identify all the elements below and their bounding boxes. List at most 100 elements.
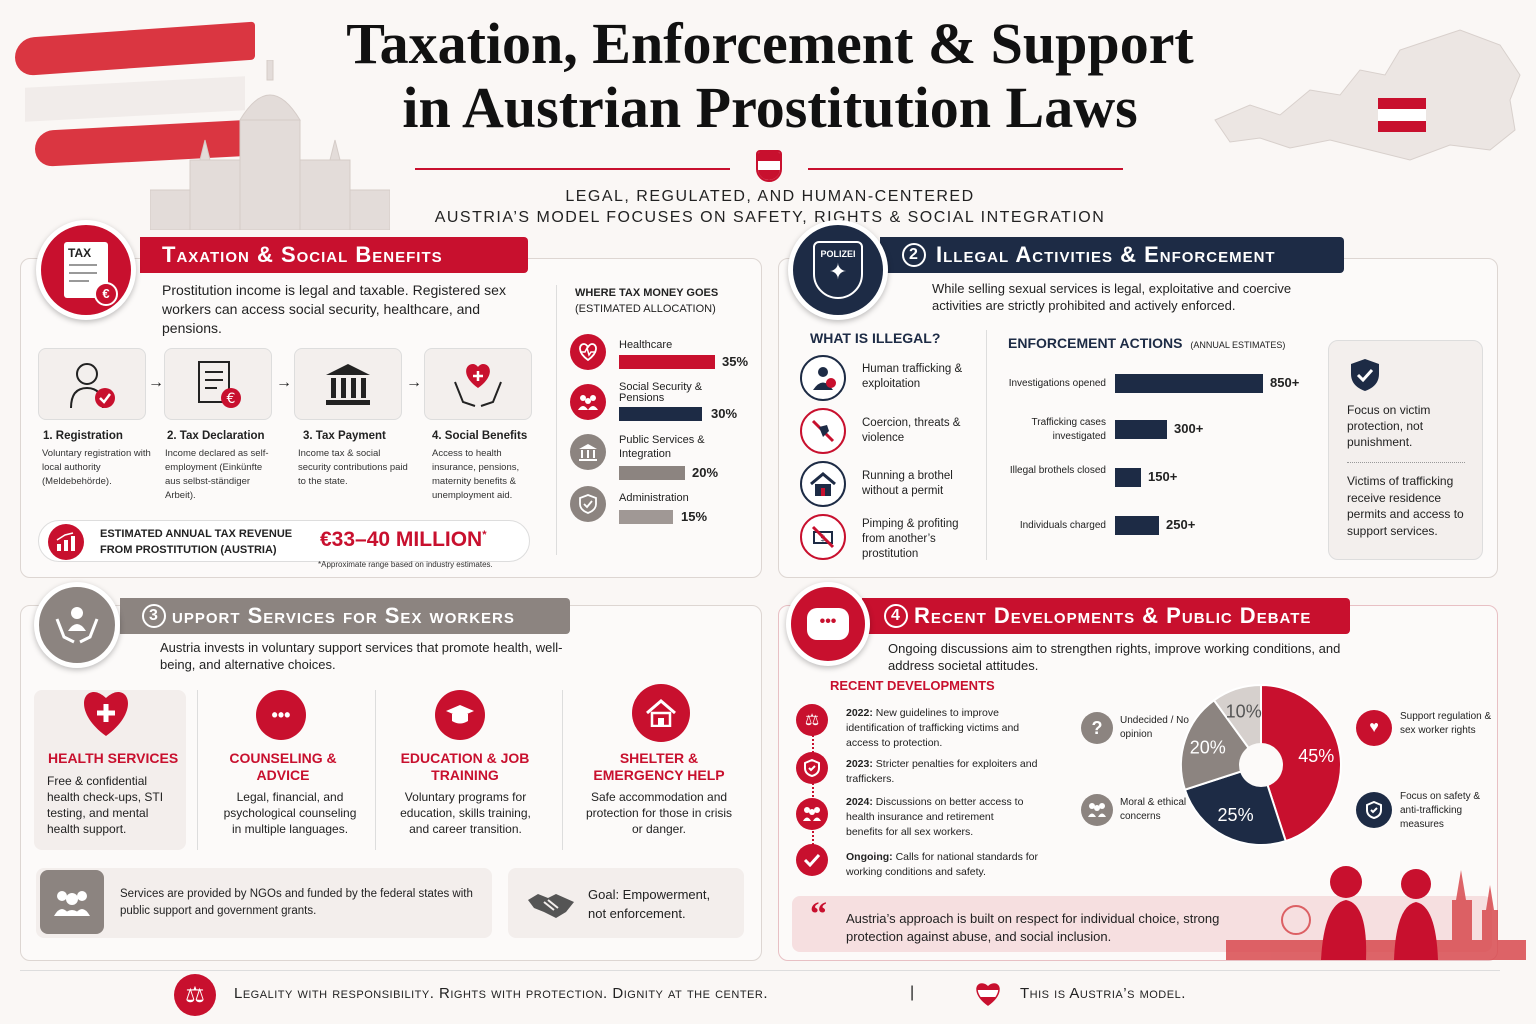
support-intro: Austria invests in voluntary support ser…: [160, 640, 563, 672]
dev-1-year: 2022:: [846, 707, 873, 719]
handshake-icon: [526, 888, 576, 925]
footer-left-text: Legality with responsibility. Rights wit…: [234, 985, 769, 1002]
step-declaration-card: €: [164, 348, 272, 420]
allocation-subtitle: (ESTIMATED ALLOCATION): [575, 303, 716, 315]
check-icon: [796, 844, 828, 876]
legend-safety: Focus on safety & anti-trafficking measu…: [1400, 791, 1481, 830]
heartbeat-icon: [570, 334, 606, 370]
opinion-pie-chart: 45% 25% 20%10%: [1180, 683, 1342, 846]
enforcement-intro: While selling sexual services is legal, …: [932, 281, 1292, 313]
victim-note-divider: [1347, 462, 1465, 463]
shelter-title: SHELTER & EMERGENCY HELP: [593, 750, 725, 783]
people-icon: [570, 384, 606, 420]
victim-note-1: Focus on victim protection, not punishme…: [1347, 403, 1431, 449]
step-arrow-2: →: [276, 374, 292, 391]
support-title-banner: 3 upport Services for Sex workers: [120, 598, 570, 634]
card-divider-3: [562, 690, 563, 850]
ngo-note: Services are provided by NGOs and funded…: [120, 888, 473, 917]
shelter-desc: Safe accommodation and protection for th…: [585, 790, 733, 836]
education-title: EDUCATION & JOB TRAINING: [400, 750, 530, 783]
footer-scales-icon: ⚖: [174, 974, 216, 1016]
enforcement-title: Illegal Activities & Enforcement: [936, 242, 1276, 267]
pie-slice: [1260, 683, 1342, 843]
no-money-icon: $: [800, 514, 846, 560]
alloc-2-label: Social Security & Pensions: [619, 381, 703, 404]
step-2-title: 2. Tax Declaration: [167, 430, 265, 442]
alloc-2-value: 30%: [711, 406, 738, 421]
education-card: EDUCATION & JOB TRAINING Voluntary progr…: [383, 690, 548, 850]
pie-value-label: 45%: [1298, 746, 1334, 766]
revenue-label: ESTIMATED ANNUAL TAX REVENUE FROM PROSTI…: [100, 528, 293, 556]
counseling-desc: Legal, financial, and psychological coun…: [223, 790, 357, 836]
police-badge-text: POLIZEI: [820, 249, 856, 259]
pie-value-label: 20%: [1190, 738, 1226, 758]
home-icon: [632, 684, 690, 742]
shield-icon: [796, 752, 828, 784]
austria-map-icon: [1214, 29, 1521, 161]
card-divider-1: [197, 690, 198, 850]
alloc-1-label: Healthcare: [619, 339, 673, 351]
title-divider-right: [808, 168, 1123, 170]
illegal-2-label: Coercion, threats & violence: [862, 417, 961, 444]
heart-cross-icon: [78, 686, 134, 743]
subtitle-line2: AUSTRIA’S MODEL FOCUSES ON SAFETY, RIGHT…: [434, 209, 1106, 226]
quote-text: Austria’s approach is built on respect f…: [846, 911, 1220, 944]
footer-divider: [20, 970, 1500, 971]
enforcement-divider: [986, 330, 987, 560]
heart-bubble-icon: ♥: [1356, 710, 1392, 746]
timeline-line: [812, 715, 814, 865]
step-benefits-card: [424, 348, 532, 420]
quote-mark-icon: “: [810, 896, 827, 933]
revenue-amount: €33–40 MILLION: [320, 528, 483, 551]
counseling-title: COUNSELING & ADVICE: [229, 750, 337, 783]
police-badge-icon: POLIZEI ✦: [788, 220, 888, 320]
dev-4: Ongoing: Calls for national standards fo…: [846, 850, 1041, 880]
education-desc: Voluntary programs for education, skills…: [400, 790, 531, 836]
revenue-note: *Approximate range based on industry est…: [318, 560, 493, 569]
group-people-icon: [40, 870, 104, 934]
illegal-3-label: Running a brothel without a permit: [862, 470, 953, 497]
action-value: 850+: [1270, 375, 1300, 390]
pie-value-label: 10%: [1226, 702, 1262, 722]
developments-intro: Ongoing discussions aim to strengthen ri…: [888, 641, 1341, 673]
title-divider-left: [415, 168, 730, 170]
footer-right-text: This is Austria’s model.: [1020, 985, 1186, 1002]
support-hands-icon: [34, 582, 120, 668]
no-violence-icon: [800, 408, 846, 454]
support-title: upport Services for Sex workers: [172, 603, 515, 628]
shield-check-icon: [570, 486, 606, 522]
developments-title-banner: 4 Recent Developments & Public Debate: [862, 598, 1350, 634]
dev-2: 2023: Stricter penalties for exploiters …: [846, 757, 1041, 787]
legend-undecided: Undecided / No opinion: [1120, 715, 1189, 740]
card-divider-2: [375, 690, 376, 850]
illegal-title: WHAT IS ILLEGAL?: [810, 330, 941, 346]
tax-badge-text: TAX: [68, 246, 92, 260]
building-icon: [570, 434, 606, 470]
enforcement-title-banner: 2 Illegal Activities & Enforcement: [880, 237, 1344, 273]
couple-silhouette-icon: [1226, 866, 1526, 960]
legend-support: Support regulation & sex worker rights: [1400, 711, 1492, 736]
person-check-icon: [70, 363, 115, 409]
action-value: 150+: [1148, 469, 1178, 484]
alloc-4-value: 15%: [681, 509, 708, 524]
victim-shield-icon: [1350, 358, 1380, 397]
alloc-3-label: Public Services & Integration: [619, 434, 705, 460]
growth-chart-icon: [48, 524, 84, 560]
developments-number: 4: [884, 604, 908, 628]
shield-flag-icon: [756, 150, 782, 182]
page-title-line2: in Austrian Prostitution Laws: [402, 75, 1138, 140]
illegal-1-label: Human trafficking & exploitation: [862, 363, 963, 390]
action-label: Investigations opened: [1008, 378, 1106, 389]
action-bar: [1115, 516, 1159, 535]
page-title-line1: Taxation, Enforcement & Support: [346, 11, 1194, 76]
counseling-card: ••• COUNSELING & ADVICE Legal, financial…: [208, 690, 368, 850]
step-3-title: 3. Tax Payment: [303, 430, 386, 442]
goal-text: Goal: Empowerment, not enforcement.: [588, 887, 711, 921]
subtitle-line1: LEGAL, REGULATED, AND HUMAN-CENTERED: [565, 188, 975, 205]
action-label: Individuals charged: [1019, 520, 1106, 531]
action-bar: [1115, 468, 1141, 487]
step-1-desc: Voluntary registration with local author…: [42, 448, 151, 487]
action-value: 300+: [1174, 421, 1204, 436]
document-euro-icon: €: [198, 361, 241, 408]
revenue-star: *: [482, 529, 487, 541]
